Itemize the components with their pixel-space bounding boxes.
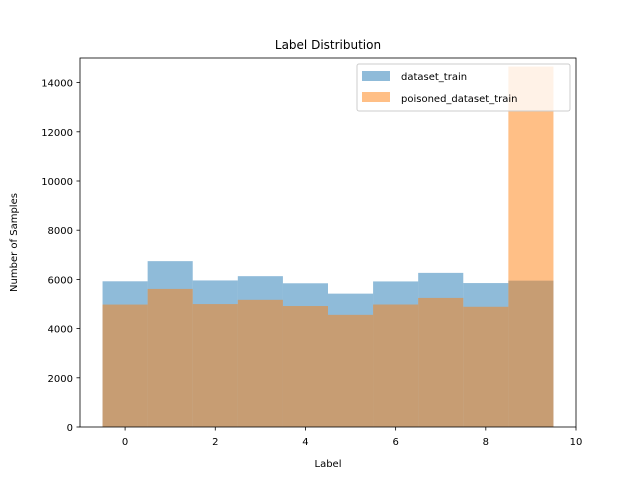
legend-label-poisoned-dataset-train: poisoned_dataset_train — [401, 94, 518, 105]
bar-poisoned-dataset-train-label-0 — [102, 304, 148, 427]
y-axis-label: Number of Samples — [9, 193, 20, 292]
x-tick-label: 4 — [302, 437, 308, 448]
chart-title: Label Distribution — [275, 38, 381, 52]
x-tick-label: 0 — [122, 437, 128, 448]
y-tick-label: 14000 — [41, 79, 73, 90]
y-tick-label: 0 — [67, 423, 73, 434]
legend-label-dataset-train: dataset_train — [401, 72, 467, 83]
y-tick-label: 12000 — [41, 128, 73, 139]
x-tick-label: 6 — [392, 437, 398, 448]
y-tick-label: 8000 — [48, 226, 73, 237]
x-axis-ticks: 0 2 4 6 8 10 — [122, 427, 582, 448]
legend-swatch-poisoned-dataset-train — [362, 92, 390, 102]
legend-box — [356, 63, 571, 112]
x-tick-label: 10 — [570, 437, 583, 448]
bar-poisoned-dataset-train-label-8 — [463, 306, 509, 427]
plot-frame — [79, 57, 577, 428]
x-tick-label: 8 — [483, 437, 489, 448]
y-axis-ticks: 0 2000 4000 6000 8000 10000 12000 14000 — [41, 79, 80, 434]
bar-poisoned-dataset-train-label-4 — [282, 306, 328, 427]
legend: dataset_train poisoned_dataset_train — [356, 63, 571, 112]
bar-poisoned-dataset-train-label-7 — [418, 297, 464, 427]
bar-poisoned-dataset-train-label-1 — [147, 288, 193, 427]
y-tick-label: 10000 — [41, 177, 73, 188]
x-axis-label: Label — [315, 459, 342, 470]
y-tick-label: 4000 — [48, 325, 73, 336]
y-tick-label: 6000 — [48, 275, 73, 286]
bar-poisoned-dataset-train-label-5 — [328, 314, 374, 427]
bar-poisoned-dataset-train-label-6 — [373, 304, 419, 427]
bars-layer — [102, 66, 554, 428]
legend-swatch-dataset-train — [362, 71, 390, 81]
x-tick-label: 2 — [212, 437, 218, 448]
bar-poisoned-dataset-train-label-3 — [237, 299, 283, 427]
bar-poisoned-dataset-train-label-9 — [508, 66, 554, 428]
y-tick-label: 2000 — [48, 374, 73, 385]
bar-poisoned-dataset-train-label-2 — [192, 304, 238, 427]
